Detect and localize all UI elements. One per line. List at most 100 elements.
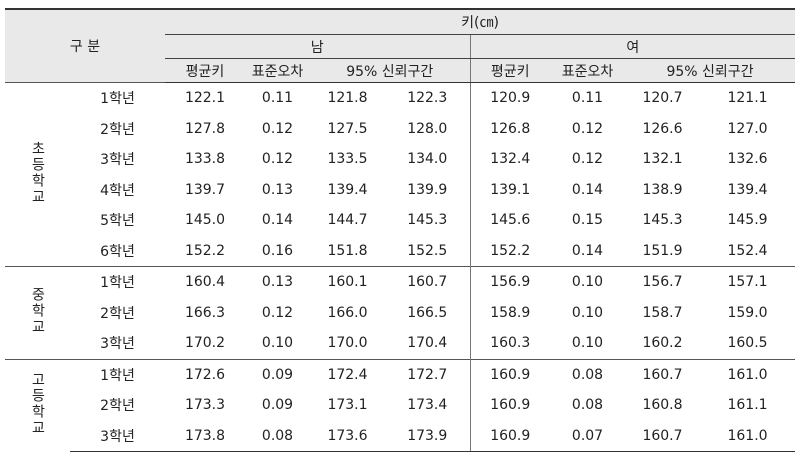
value-cell: 127.0 — [727, 120, 768, 137]
value-cell: 127.5 — [327, 120, 368, 137]
table-body: 초등학교 1학년 122.1 0.11 121.8 122.3 120.9 0.11 120.7… — [5, 82, 796, 452]
value-cell: 0.12 — [261, 120, 294, 137]
value-cell: 173.8 — [165, 420, 245, 452]
data-row: 초등학교 1학년 122.1 0.11 121.8 122.3 120.9 0.11 120.7… — [5, 82, 796, 267]
value-cell: 138.9 — [642, 181, 683, 198]
value-cell: 0.14 — [571, 181, 604, 198]
data-row: 고등학교 1학년 172.6 0.09 172.4 172.7 160.9 0.08 160.7… — [5, 358, 796, 452]
value-cell: 160.2 — [642, 335, 683, 352]
value-cell: 173.1 — [327, 397, 368, 414]
value-cell: 121.1 — [700, 82, 796, 114]
value-cell: 166.3 — [184, 304, 226, 321]
column-header: 95% 신뢰구간 — [625, 58, 796, 83]
value-cell: 159.0 — [727, 304, 768, 321]
value-cell: 151.8 — [327, 242, 368, 259]
value-cell: 172.7 — [385, 358, 470, 390]
value-cell: 145.9 — [727, 212, 768, 229]
value-cell: 0.11 — [550, 82, 625, 114]
value-cell: 133.5 — [327, 151, 368, 168]
value-cell: 161.0 — [700, 358, 796, 390]
value-cell: 134.0 — [407, 151, 448, 168]
value-cell: 0.12 — [261, 151, 294, 168]
value-cell: 173.6 — [310, 420, 385, 452]
value-cell: 139.4 — [727, 181, 768, 198]
female-header: 여 — [469, 34, 796, 59]
value-cell: 172.6 — [165, 358, 245, 390]
height-table: 구 분 키(㎝) 남 여 평균키 표준오차 95% 신뢰구간 평균키 표준오차 95% 신… — [5, 8, 796, 452]
value-cell: 120.9 — [469, 82, 550, 114]
value-cell: 160.5 — [727, 335, 768, 352]
header-row: 평균키 표준오차 95% 신뢰구간 평균키 표준오차 95% 신뢰구간 — [5, 58, 796, 83]
value-cell: 0.10 — [571, 335, 604, 352]
male-header: 남 — [165, 34, 470, 59]
group-label: 초등학교 — [29, 140, 46, 205]
value-cell: 170.2 — [184, 335, 226, 352]
value-cell: 166.5 — [407, 304, 448, 321]
value-cell: 0.10 — [550, 266, 625, 298]
grade-cell: 1학년 — [70, 82, 165, 114]
grade-cell: 2학년 — [100, 398, 135, 415]
value-cell: 160.9 — [469, 358, 550, 390]
data-row: 중학교 1학년 160.4 0.13 160.1 160.7 156.9 0.10 156.7 1… — [5, 266, 796, 359]
value-cell: 122.3 — [385, 82, 470, 114]
value-cell: 132.4 — [469, 144, 550, 175]
measure-header: 키(㎝) — [165, 8, 796, 35]
value-cell: 132.1 — [642, 151, 683, 168]
table-header: 구 분 키(㎝) 남 여 평균키 표준오차 95% 신뢰구간 평균키 표준오차 95% 신… — [5, 8, 796, 83]
grade-cell: 3학년 — [100, 152, 135, 169]
value-cell: 0.12 — [571, 151, 604, 168]
value-cell: 139.4 — [327, 181, 368, 198]
value-cell: 0.15 — [571, 212, 604, 229]
value-cell: 128.0 — [407, 120, 448, 137]
value-cell: 160.4 — [165, 266, 245, 298]
value-cell: 160.9 — [469, 390, 550, 421]
value-cell: 121.8 — [310, 82, 385, 114]
grade-cell: 2학년 — [100, 121, 135, 138]
grade-cell: 6학년 — [100, 243, 135, 260]
value-cell: 127.8 — [184, 120, 226, 137]
grade-cell: 3학년 — [100, 336, 135, 353]
value-cell: 126.8 — [469, 113, 550, 144]
value-cell: 0.13 — [245, 266, 310, 298]
data-row: 3학년 170.2 0.10 170.0 170.4 160.3 0.10 160.2 160.… — [5, 328, 795, 359]
header-row: 구 분 키(㎝) — [5, 8, 796, 83]
value-cell: 145.3 — [407, 212, 448, 229]
value-cell: 160.7 — [625, 420, 700, 452]
value-cell: 0.13 — [261, 181, 294, 198]
value-cell: 122.1 — [165, 82, 245, 114]
value-cell: 160.1 — [310, 266, 385, 298]
value-cell: 120.7 — [625, 82, 700, 114]
value-cell: 0.10 — [261, 335, 294, 352]
group-label: 고등학교 — [29, 371, 46, 436]
column-header: 표준오차 — [550, 58, 625, 83]
value-cell: 0.09 — [261, 397, 294, 414]
value-cell: 0.12 — [571, 120, 604, 137]
value-cell: 0.11 — [245, 82, 310, 114]
data-row: 6학년 152.2 0.16 151.8 152.5 152.2 0.14 151.9 152.… — [5, 235, 795, 267]
grade-cell: 1학년 — [70, 358, 165, 390]
value-cell: 145.0 — [184, 212, 226, 229]
data-row: 4학년 139.7 0.13 139.4 139.9 139.1 0.14 138.9 139.… — [5, 174, 795, 205]
data-row: 3학년 173.8 0.08 173.6 173.9 160.9 0.07 160.7 161.… — [5, 420, 796, 452]
data-row: 5학년 145.0 0.14 144.7 145.3 145.6 0.15 145.3 145.… — [5, 205, 795, 236]
value-cell: 0.08 — [571, 397, 604, 414]
value-cell: 152.2 — [184, 242, 226, 259]
group-label: 중학교 — [29, 286, 46, 335]
value-cell: 132.6 — [727, 151, 768, 168]
value-cell: 156.9 — [469, 266, 550, 298]
grade-cell: 2학년 — [100, 305, 135, 322]
value-cell: 152.5 — [407, 242, 448, 259]
group-cell: 고등학교 — [5, 358, 70, 452]
value-cell: 166.0 — [327, 304, 368, 321]
value-cell: 172.4 — [310, 358, 385, 390]
value-cell: 160.9 — [469, 420, 550, 452]
value-cell: 139.1 — [469, 174, 550, 205]
value-cell: 173.3 — [184, 397, 226, 414]
value-cell: 158.9 — [469, 297, 550, 328]
data-row: 3학년 133.8 0.12 133.5 134.0 132.4 0.12 132.1 132.… — [5, 144, 795, 175]
grade-cell: 5학년 — [100, 213, 135, 230]
grade-cell: 1학년 — [70, 266, 165, 298]
data-row: 2학년 173.3 0.09 173.1 173.4 160.9 0.08 160.8 161.… — [5, 390, 795, 421]
column-header: 평균키 — [469, 58, 550, 83]
value-cell: 0.08 — [550, 358, 625, 390]
